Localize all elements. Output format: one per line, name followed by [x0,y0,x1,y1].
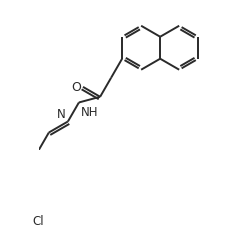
Text: NH: NH [81,106,98,119]
Text: O: O [71,80,81,93]
Text: N: N [57,107,66,120]
Text: Cl: Cl [32,214,44,226]
